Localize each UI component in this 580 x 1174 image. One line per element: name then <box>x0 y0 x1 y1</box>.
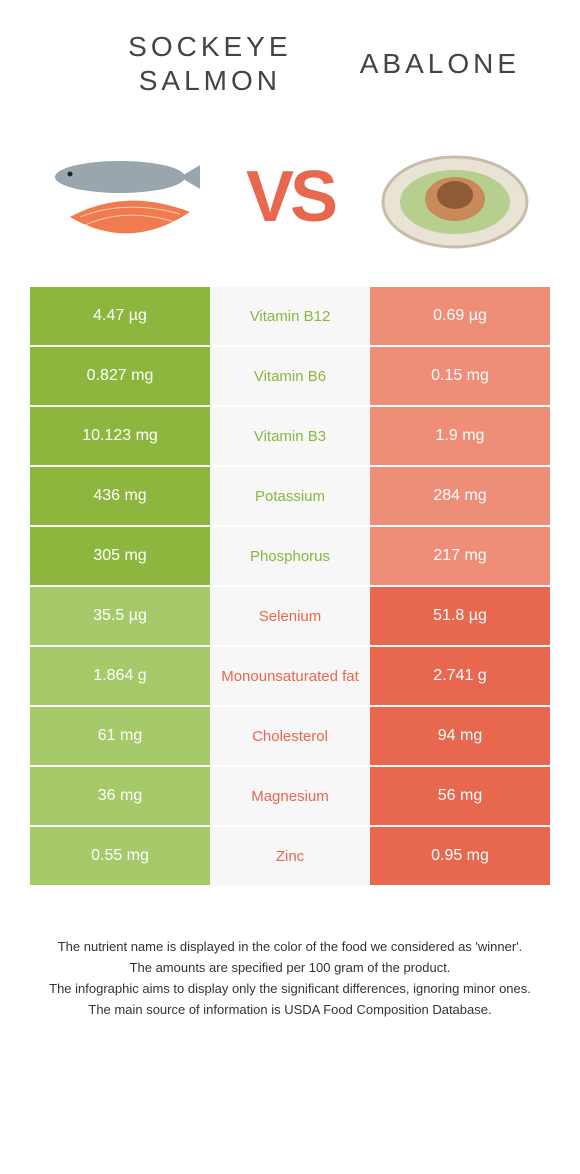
value-right: 2.741 g <box>370 647 550 705</box>
notes-block: The nutrient name is displayed in the co… <box>30 937 550 1020</box>
note-line: The amounts are specified per 100 gram o… <box>40 958 540 979</box>
value-left: 305 mg <box>30 527 210 585</box>
value-left: 36 mg <box>30 767 210 825</box>
hero-row: VS <box>30 137 550 257</box>
salmon-image <box>40 137 210 257</box>
value-left: 35.5 µg <box>30 587 210 645</box>
table-row: 1.864 gMonounsaturated fat2.741 g <box>30 647 550 707</box>
note-line: The main source of information is USDA F… <box>40 1000 540 1021</box>
table-row: 0.55 mgZinc0.95 mg <box>30 827 550 887</box>
table-row: 10.123 mgVitamin B31.9 mg <box>30 407 550 467</box>
note-line: The infographic aims to display only the… <box>40 979 540 1000</box>
nutrient-label: Selenium <box>210 587 370 645</box>
table-row: 305 mgPhosphorus217 mg <box>30 527 550 587</box>
value-left: 0.55 mg <box>30 827 210 885</box>
table-row: 35.5 µgSelenium51.8 µg <box>30 587 550 647</box>
value-right: 1.9 mg <box>370 407 550 465</box>
value-right: 217 mg <box>370 527 550 585</box>
value-right: 0.15 mg <box>370 347 550 405</box>
nutrient-label: Magnesium <box>210 767 370 825</box>
nutrient-label: Vitamin B12 <box>210 287 370 345</box>
value-right: 56 mg <box>370 767 550 825</box>
nutrient-label: Potassium <box>210 467 370 525</box>
value-left: 61 mg <box>30 707 210 765</box>
value-right: 0.95 mg <box>370 827 550 885</box>
note-line: The nutrient name is displayed in the co… <box>40 937 540 958</box>
comparison-infographic: Sockeye salmon Abalone VS 4.47 µgVitamin <box>0 0 580 1050</box>
title-right: Abalone <box>360 47 520 81</box>
value-left: 1.864 g <box>30 647 210 705</box>
abalone-image <box>370 137 540 257</box>
table-row: 61 mgCholesterol94 mg <box>30 707 550 767</box>
value-right: 94 mg <box>370 707 550 765</box>
value-right: 0.69 µg <box>370 287 550 345</box>
nutrient-label: Vitamin B6 <box>210 347 370 405</box>
nutrient-label: Vitamin B3 <box>210 407 370 465</box>
table-row: 0.827 mgVitamin B60.15 mg <box>30 347 550 407</box>
value-left: 10.123 mg <box>30 407 210 465</box>
title-left: Sockeye salmon <box>60 30 360 97</box>
nutrient-label: Zinc <box>210 827 370 885</box>
value-right: 284 mg <box>370 467 550 525</box>
table-row: 436 mgPotassium284 mg <box>30 467 550 527</box>
value-left: 0.827 mg <box>30 347 210 405</box>
value-right: 51.8 µg <box>370 587 550 645</box>
vs-label: VS <box>246 156 334 238</box>
titles-row: Sockeye salmon Abalone <box>30 30 550 97</box>
nutrient-label: Monounsaturated fat <box>210 647 370 705</box>
nutrient-label: Cholesterol <box>210 707 370 765</box>
table-row: 4.47 µgVitamin B120.69 µg <box>30 287 550 347</box>
value-left: 436 mg <box>30 467 210 525</box>
nutrient-table: 4.47 µgVitamin B120.69 µg0.827 mgVitamin… <box>30 287 550 887</box>
nutrient-label: Phosphorus <box>210 527 370 585</box>
value-left: 4.47 µg <box>30 287 210 345</box>
table-row: 36 mgMagnesium56 mg <box>30 767 550 827</box>
